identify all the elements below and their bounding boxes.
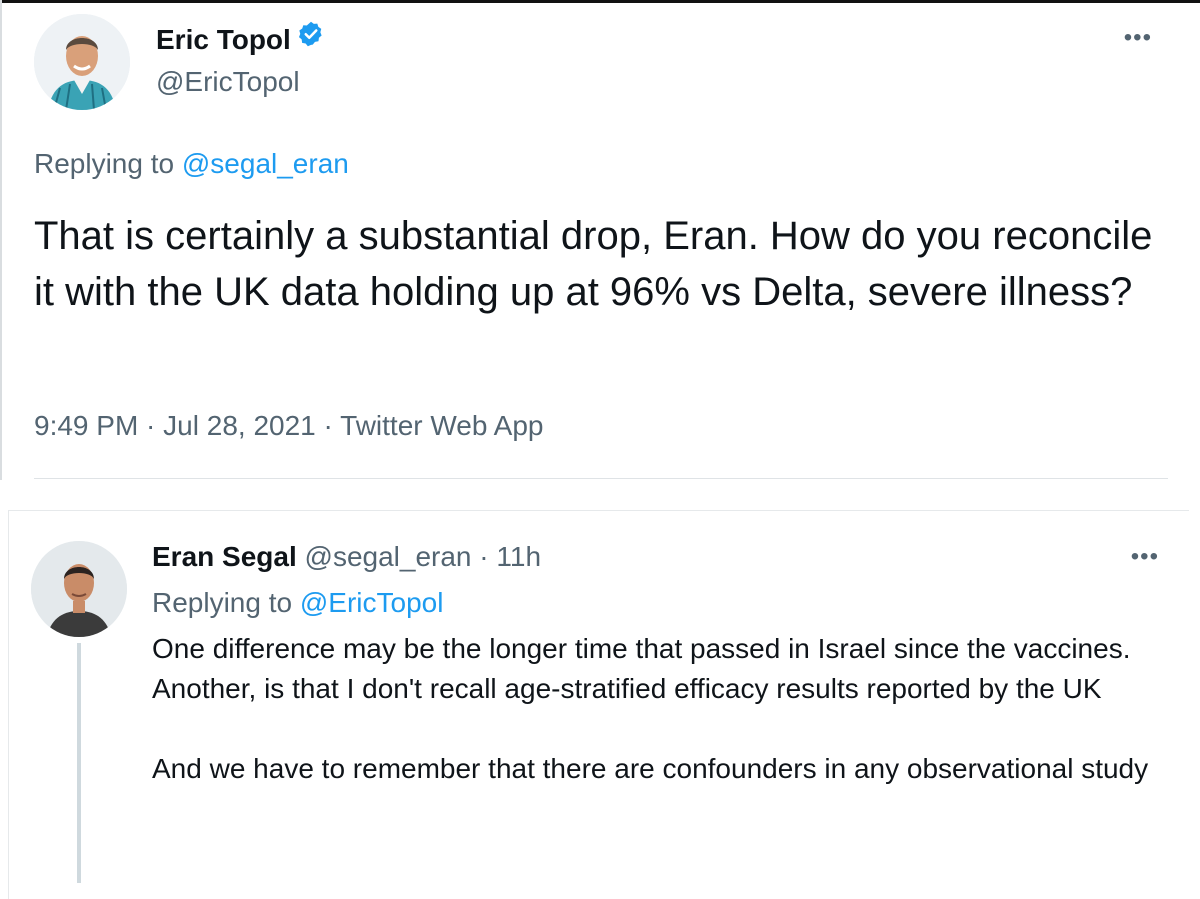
tweet-source[interactable]: Twitter Web App — [340, 410, 544, 441]
avatar-eric-topol[interactable] — [34, 14, 130, 110]
thread-line — [77, 643, 81, 883]
main-tweet-left-border — [0, 0, 2, 480]
avatar-eran-segal[interactable] — [31, 541, 127, 637]
replying-to-prefix: Replying to — [152, 587, 300, 618]
more-options-icon[interactable]: ••• — [1123, 24, 1152, 51]
reply-age[interactable]: 11h — [496, 541, 542, 572]
meta-separator: · — [315, 410, 341, 441]
tweet-text: That is certainly a substantial drop, Er… — [34, 214, 1153, 314]
reply-paragraph: And we have to remember that there are c… — [152, 753, 1149, 784]
author-name[interactable]: Eric Topol — [156, 20, 325, 58]
reply-author-name[interactable]: Eran Segal — [152, 541, 297, 572]
meta-separator: · — [138, 410, 164, 441]
reply-author-handle[interactable]: @segal_eran — [304, 541, 472, 572]
reply-separator: · — [471, 541, 497, 572]
replying-to-prefix: Replying to — [34, 148, 182, 179]
reply-text: One difference may be the longer time th… — [152, 629, 1152, 789]
window-top-edge — [0, 0, 1200, 3]
replying-to: Replying to @EricTopol — [152, 585, 443, 621]
tweet-time[interactable]: 9:49 PM — [34, 410, 139, 441]
tweet-date[interactable]: Jul 28, 2021 — [163, 410, 316, 441]
reply-tweet[interactable]: Eran Segal @segal_eran · 11h ••• Replyin… — [8, 510, 1189, 899]
more-options-icon[interactable]: ••• — [1130, 543, 1159, 570]
reply-paragraph: One difference may be the longer time th… — [152, 633, 1131, 704]
reply-header: Eran Segal @segal_eran · 11h — [152, 539, 541, 575]
replying-to-link[interactable]: @EricTopol — [299, 587, 444, 618]
tweet-meta: 9:49 PM · Jul 28, 2021 · Twitter Web App — [34, 408, 544, 444]
main-tweet: Eric Topol @EricTopol ••• Replying to @s… — [34, 14, 1168, 479]
replying-to-link[interactable]: @segal_eran — [181, 148, 349, 179]
divider — [34, 478, 1168, 479]
author-handle[interactable]: @EricTopol — [156, 66, 300, 97]
author-name-text: Eric Topol — [156, 24, 291, 55]
replying-to: Replying to @segal_eran — [34, 146, 349, 182]
verified-badge-icon — [297, 20, 325, 57]
